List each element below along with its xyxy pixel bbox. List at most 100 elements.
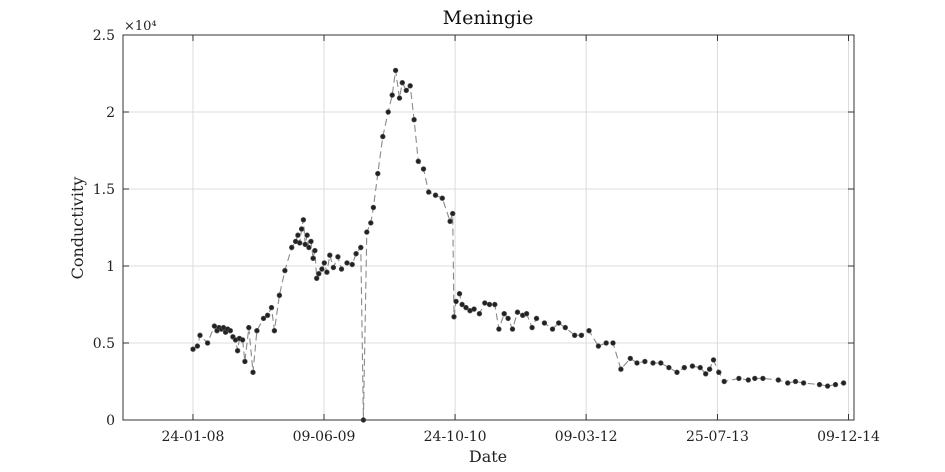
y-tick-label: 0.5: [93, 336, 115, 352]
axis-ticks: 24-01-08 09-06-09 24-10-10 09-03-12 25-07-13…: [93, 28, 880, 445]
data-point: [571, 332, 578, 338]
data-point: [533, 315, 540, 322]
data-point: [211, 323, 218, 329]
data-point: [234, 348, 241, 354]
x-tick-label: 09-03-12: [555, 429, 618, 445]
data-point: [702, 371, 709, 377]
data-point: [190, 346, 196, 352]
data-point: [549, 326, 556, 332]
data-point: [840, 380, 847, 386]
chart-title: Meningie: [443, 7, 534, 29]
data-point: [314, 275, 320, 281]
data-point: [775, 377, 781, 383]
data-point: [706, 366, 713, 372]
plot-frame: [122, 34, 855, 421]
data-point: [800, 380, 807, 386]
data-point: [385, 109, 391, 115]
x-tick-label: 09-06-09: [293, 429, 356, 445]
data-point: [375, 170, 381, 177]
data-point: [674, 369, 680, 375]
data-point: [658, 360, 664, 366]
data-point: [562, 324, 568, 331]
data-point: [396, 95, 403, 101]
data-point: [486, 301, 493, 308]
data-point: [289, 244, 295, 251]
data-point: [338, 266, 345, 272]
data-point: [310, 255, 316, 261]
y-axis-label: Conductivity: [68, 177, 87, 280]
data-point: [450, 210, 456, 217]
data-point: [752, 375, 758, 382]
data-point: [453, 298, 459, 305]
data-point: [721, 378, 727, 385]
data-point: [254, 328, 260, 334]
data-point: [463, 304, 469, 311]
data-point: [330, 264, 337, 271]
data-point: [407, 83, 413, 89]
y-exponent-label: ×10⁴: [124, 19, 157, 34]
data-point: [426, 189, 432, 195]
data-point: [784, 380, 791, 386]
data-point: [392, 67, 399, 74]
data-point: [634, 360, 640, 366]
y-tick-label: 2.5: [93, 28, 115, 44]
data-point: [555, 320, 562, 326]
data-point: [297, 240, 303, 246]
data-point: [792, 378, 799, 385]
data-point: [681, 364, 687, 371]
data-point: [420, 166, 427, 172]
data-point: [459, 301, 465, 308]
data-point: [264, 312, 271, 318]
data-point: [304, 232, 310, 238]
data-point: [312, 247, 318, 254]
data-point: [610, 340, 616, 346]
data-point: [276, 292, 283, 298]
y-tick-label: 2: [106, 105, 115, 121]
data-point: [380, 133, 386, 140]
data-point: [389, 92, 395, 98]
data-point: [349, 261, 355, 268]
data-point: [603, 340, 609, 346]
data-point: [824, 383, 831, 389]
data-point: [295, 232, 301, 238]
data-point: [650, 360, 656, 366]
x-axis-label: Date: [469, 447, 507, 466]
data-point: [302, 241, 308, 248]
data-point: [271, 328, 278, 334]
data-point: [760, 375, 766, 382]
x-tick-label: 24-10-10: [424, 429, 487, 445]
data-point: [736, 375, 742, 382]
data-point: [689, 363, 696, 369]
data-point: [370, 204, 377, 211]
data-point: [716, 369, 722, 375]
data-point: [745, 377, 751, 383]
data-point: [399, 79, 405, 86]
data-point: [316, 271, 322, 277]
data-point: [364, 229, 370, 235]
data-point: [415, 158, 421, 165]
data-point: [335, 254, 341, 260]
data-point: [194, 343, 201, 349]
data-point: [710, 357, 717, 363]
data-point: [816, 381, 823, 388]
data-point: [260, 315, 267, 322]
data-point: [300, 217, 307, 223]
data-point: [447, 218, 453, 225]
data-point: [298, 226, 305, 232]
data-point: [358, 244, 364, 251]
data-point: [595, 343, 602, 349]
data-point: [514, 309, 521, 315]
data-point: [327, 252, 333, 258]
y-tick-label: 1: [106, 259, 115, 275]
data-point: [321, 260, 327, 266]
data-point: [239, 337, 246, 343]
x-tick-label: 25-07-13: [686, 429, 749, 445]
data-point: [456, 291, 463, 297]
data-point: [505, 315, 511, 322]
y-tick-label: 1.5: [93, 182, 115, 198]
data-point: [482, 300, 488, 306]
series-layer: [190, 67, 847, 423]
data-point: [618, 366, 624, 372]
data-point: [578, 332, 585, 338]
